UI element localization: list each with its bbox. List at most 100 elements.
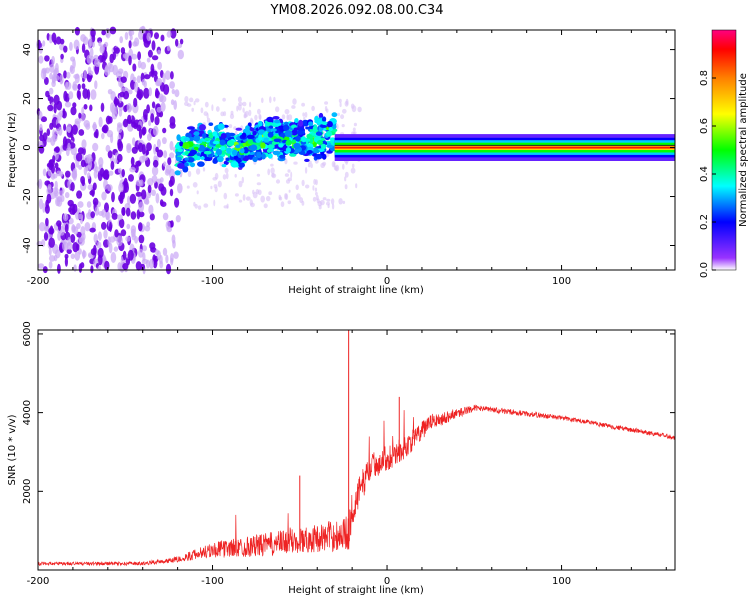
snr-x-label: Height of straight line (km) [288,585,424,596]
spectrogram-halo-cell [324,101,329,105]
spectrogram-noise-cell [119,36,123,44]
spectrogram-energy-cell [193,131,200,136]
spectrogram-energy-cell [328,127,333,132]
spectrogram-halo-cell [271,173,275,178]
spectrogram-noise-cell [128,40,132,49]
spectrogram-halo-cell [260,195,266,203]
spectrogram-noise-cell [135,191,143,197]
snr-frame [37,329,676,571]
spectrogram-noise-cell [38,198,44,210]
spectrogram-noise-cell [114,96,118,107]
spectrogram-energy-cell [189,162,196,168]
spectrogram-halo-cell [291,105,296,109]
spectrogram-noise-cell [163,150,168,159]
spectrogram-y-ticks: -40 -20 0 20 40 [22,43,675,254]
spectrogram-noise-cell [126,144,132,154]
colorbar-tick-label: 0.6 [699,118,710,134]
spectrogram-halo-cell [290,171,293,179]
spectrogram-noise-cell [66,123,72,134]
spectrogram-noise-cell [100,102,105,113]
spectrogram-noise-cell [105,211,111,221]
spectrogram-noise-cell [62,241,66,251]
spectrogram-halo-cell [191,107,194,112]
spectrogram-noise-cell [107,236,111,248]
spectrogram-noise-cell [117,138,122,149]
spectrogram-noise-cell [169,175,175,186]
spectrogram-noise-cell [104,260,110,271]
spectrogram-noise-cell [55,249,61,259]
spectrogram-noise-cell [77,83,81,91]
spectrogram-noise-cell [127,195,131,206]
spectrogram-noise-cell [74,26,80,36]
spectrogram-noise-cell [48,261,53,269]
spectrogram-halo-cell [330,198,335,205]
spectrogram-noise-cell [148,258,155,269]
spectrogram-energy-cell [239,148,245,154]
spectrogram-noise-cell [67,142,71,151]
spectrogram-energy-cell [250,144,258,152]
spectrogram-noise-cell [160,186,167,196]
spectrogram-energy-cell [272,116,280,120]
spectrogram-noise-cell [133,97,138,108]
spectrogram-noise-cell [63,45,68,53]
spectrogram-halo-cell [314,187,318,192]
spectrogram-halo-cell [243,114,247,119]
spectrogram-halo-cell [319,199,325,206]
spectrogram-noise-cell [156,106,162,113]
spectrogram-noise-cell [149,213,155,221]
spectrogram-noise-cell [118,77,122,87]
spectrogram-noise-cell [118,167,122,174]
spectrogram-halo-cell [351,163,355,168]
spectrogram-noise-cell [59,74,64,84]
spectrogram-halo-cell [234,173,237,178]
spectrogram-noise-cell [120,47,126,54]
spectrogram-noise-cell [148,204,154,215]
spectrogram-noise-cell [169,122,176,129]
spectrogram-noise-cell [129,34,133,41]
spectrogram-halo-cell [193,100,196,106]
snr-series-line [37,404,676,567]
spectrogram-noise-cell [98,41,102,47]
spectrogram-noise-cell [118,108,123,117]
spectrogram-energy-cell [193,135,201,142]
spectrogram-noise-cell [84,222,91,232]
spectrogram-halo-cell [285,179,291,184]
spectrogram-noise-cell [93,58,101,67]
spectrogram-noise-cell [43,69,47,80]
spectrogram-noise-cell [56,170,62,177]
spectrogram-noise-cell [108,170,114,176]
spectrogram-noise-cell [170,253,174,263]
spectrogram-halo-cell [310,163,313,169]
spectrogram-noise-cell [72,169,77,179]
spectrogram-noise-cell [151,175,158,184]
spectrogram-halo-cell [275,179,281,184]
spectrogram-noise-cell [166,30,172,38]
y-tick-label: 6000 [22,321,33,346]
spectrogram-halo-cell [258,113,262,120]
spectrogram-noise-cell [122,250,127,261]
spectrogram-energy-cell [212,158,218,164]
spectrogram-noise-cell [119,218,125,229]
spectrogram-noise-cell [38,55,44,64]
spectrogram-noise-cell [112,51,116,61]
spectrogram-noise-cell [78,112,82,119]
spectrogram-energy-cell [326,144,334,148]
spectrogram-halo-cell [353,122,357,127]
spectrogram-halo-cell [230,110,234,116]
spectrogram-energy-cell [320,143,327,150]
spectrogram-noise-cell [89,104,93,112]
spectrogram-noise-cell [123,182,129,193]
spectrogram-noise-cell [116,124,123,134]
spectrogram-halo-cell [249,101,252,108]
spectrogram-halo-cell [270,167,275,174]
spectrogram-noise-cell [39,123,43,132]
x-tick-label: -100 [201,576,224,587]
spectrogram-energy-cell [261,153,266,160]
spectrogram-noise-cell [68,91,74,100]
spectrogram-noise-cell [138,234,145,244]
spectrogram-noise-cell [133,81,139,93]
spectrogram-noise-cell [151,189,157,196]
spectrogram-noise-cell [65,81,72,90]
spectrogram-noise-cell [64,101,72,108]
spectrogram-halo-cell [301,102,305,107]
